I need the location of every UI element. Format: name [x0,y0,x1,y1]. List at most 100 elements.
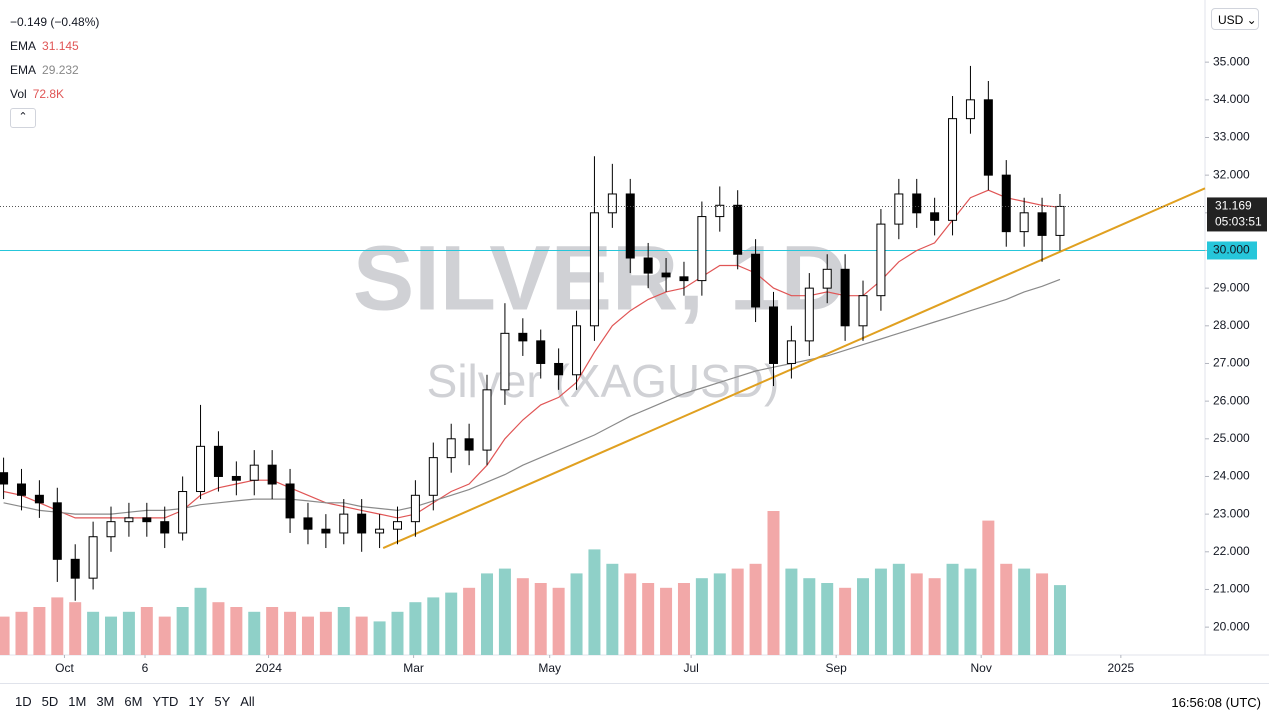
candle-body [697,216,707,282]
y-tick-label: 35.000 [1213,54,1250,68]
candle-body [213,445,223,477]
volume-bar [1000,563,1013,655]
volume-bar [928,578,941,655]
range-button[interactable]: 6M [124,694,143,709]
x-tick-label: Jul [683,661,698,675]
candle-body [1037,212,1047,236]
legend-value: 31.145 [42,39,79,53]
y-tick-label: 29.000 [1213,280,1250,294]
volume-bar [892,563,905,655]
range-button[interactable]: 1Y [188,694,205,709]
y-tick-label: 23.000 [1213,506,1250,520]
volume-bar [266,607,279,655]
volume-bar [677,583,690,655]
volume-bar [355,616,368,655]
volume-bar [534,583,547,655]
candle-body [446,438,456,459]
candle-body [357,513,367,534]
watermark-subtitle: Silver (XAGUSD) [427,355,780,407]
legend-name: Vol [10,87,27,101]
volume-bar [194,587,207,655]
collapse-button[interactable]: ⌃ [10,108,36,128]
volume-bar [391,611,404,655]
volume-bar [1036,573,1049,655]
volume-bar [158,616,171,655]
toolbar: 1D 5D 1M 3M 6M YTD 1Y 5Y All 16:56:08 (UTC) [0,683,1269,722]
candle-body [500,332,510,391]
candle-body [249,464,259,481]
volume-bar [498,568,511,655]
trendline [382,187,1206,549]
x-tick-label: Oct [55,661,74,675]
y-tick-label: 22.000 [1213,544,1250,558]
legend-name: EMA [10,63,37,77]
candle-body [160,521,170,534]
volume-bar [749,563,762,655]
x-tick-label: Sep [825,661,847,675]
volume-bar [373,621,386,655]
volume-bar [713,573,726,655]
candle-body [715,204,725,218]
volume-bar [874,568,887,655]
last-price-tag [1207,197,1267,232]
range-button[interactable]: 1M [68,694,87,709]
candle-body [267,464,277,485]
volume-bar [570,573,583,655]
currency-select[interactable]: USD ⌄ [1211,8,1259,30]
x-tick-label: May [538,661,561,675]
range-button[interactable]: YTD [152,694,179,709]
volume-bar [105,616,118,655]
candle-body [572,325,582,376]
candle-body [643,257,653,274]
candle-body [16,483,26,496]
volume-bar [588,549,601,655]
clock: 16:56:08 (UTC) [1171,695,1261,710]
volume-bar [122,611,135,655]
candle-body [948,118,958,221]
range-button[interactable]: 5D [41,694,59,709]
volume-bar [248,611,261,655]
candle-body [876,223,886,297]
chart: SILVER, 1D Silver (XAGUSD) 20.000 21.000 22.… [0,0,1269,683]
countdown-label: 05:03:51 [1215,215,1262,229]
candle-body [965,99,975,120]
range-button[interactable]: All [240,694,255,709]
volume-bar [785,568,798,655]
y-tick-label: 20.000 [1213,619,1250,633]
candle-body [751,253,761,308]
candle-body [679,276,689,282]
volume-bar [284,611,297,655]
candle-body [0,472,9,485]
range-button[interactable]: 3M [96,694,115,709]
candle-body [894,193,904,225]
plot-area [0,0,1269,683]
volume-bar [821,583,834,655]
legend-value: 72.8K [32,87,65,101]
volume-bar [463,587,476,655]
candle-body [607,193,617,214]
volume-bar [552,587,565,655]
candle-body [70,558,80,579]
price-line-tag [1207,241,1257,260]
volume-bar [69,602,82,655]
x-tick-label: 2024 [255,661,282,675]
volume-bar [301,616,314,655]
volume-bar [409,602,422,655]
candle-body [428,457,438,496]
y-tick-label: 26.000 [1213,393,1250,407]
candle-body [804,287,814,342]
volume-bar [51,597,64,655]
candle-body [321,528,331,534]
volume-bar [212,602,225,655]
candle-body [536,340,546,364]
candle-body [142,517,152,523]
candle-body [518,332,528,342]
range-button[interactable]: 5Y [214,694,231,709]
x-tick-label: 2025 [1107,661,1134,675]
range-button[interactable]: 1D [15,694,32,709]
candle-body [34,494,44,504]
volume-bar [481,573,494,655]
x-tick-label: 6 [142,661,149,675]
candle-body [912,193,922,214]
